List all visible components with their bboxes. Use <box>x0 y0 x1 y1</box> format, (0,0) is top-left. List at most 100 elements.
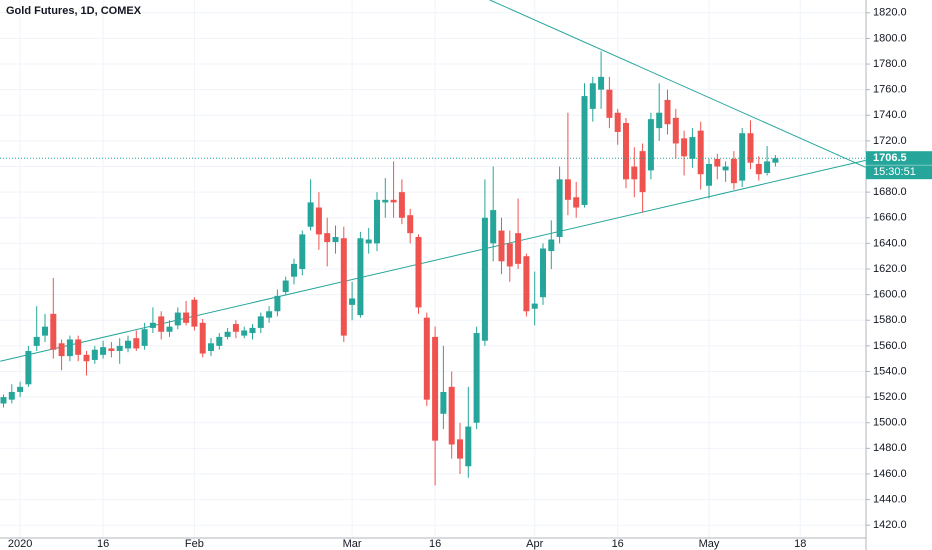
candle-body <box>747 133 754 163</box>
y-tick-label: 1580.0 <box>873 314 907 326</box>
candle-body <box>440 391 447 414</box>
candle-body <box>241 330 248 336</box>
candle-body <box>25 350 32 385</box>
y-tick-label: 1620.0 <box>873 263 907 275</box>
candle-body <box>332 236 339 243</box>
candle-body <box>66 339 73 357</box>
candle-body <box>432 336 439 441</box>
plot <box>0 0 867 486</box>
candle-body <box>681 138 688 157</box>
candle-body <box>382 199 389 203</box>
x-tick-label: 16 <box>97 538 109 550</box>
candle-body <box>697 130 704 175</box>
candle-body <box>689 137 696 159</box>
x-tick-label: 16 <box>612 538 624 550</box>
candle-body <box>664 99 671 125</box>
candle-body <box>473 333 480 423</box>
y-tick-label: 1680.0 <box>873 186 907 198</box>
candle-body <box>706 163 712 186</box>
candle-body <box>548 239 555 252</box>
candle-body <box>257 316 264 328</box>
candle-body <box>423 317 430 400</box>
candle-body <box>116 345 123 351</box>
candle-body <box>755 163 762 175</box>
candle-body <box>407 215 414 234</box>
candle-body <box>490 210 497 244</box>
x-tick-label: Apr <box>526 538 543 550</box>
x-tick-label: Feb <box>185 538 204 550</box>
candle-body <box>531 303 538 309</box>
candle-body <box>199 322 206 354</box>
trendline <box>489 0 867 169</box>
y-tick-label: 1520.0 <box>873 391 907 403</box>
candle-body <box>523 256 530 312</box>
candle-body <box>465 426 472 467</box>
candle-body <box>415 236 422 308</box>
candle-body <box>398 192 405 218</box>
candle-body <box>282 280 289 293</box>
candle-body <box>647 119 654 171</box>
candle-body <box>100 347 107 355</box>
candle-body <box>515 233 522 264</box>
y-tick-label: 1760.0 <box>873 84 907 96</box>
candle-body <box>141 329 148 346</box>
candle-body <box>623 122 629 180</box>
y-tick-label: 1480.0 <box>873 442 907 454</box>
candle-body <box>91 349 98 360</box>
candle-body <box>299 234 306 269</box>
candle-body <box>672 117 679 144</box>
candle-body <box>58 343 65 357</box>
x-tick-label: 2020 <box>8 538 32 550</box>
y-tick-label: 1780.0 <box>873 58 907 70</box>
candle-body <box>324 233 331 243</box>
candle-body <box>448 386 455 445</box>
candle-body <box>224 331 231 337</box>
candle-body <box>390 199 397 203</box>
candle-body <box>614 112 621 132</box>
candle-body <box>75 339 82 355</box>
candle-body <box>158 316 165 332</box>
candle-body <box>166 326 173 332</box>
y-tick-label: 1660.0 <box>873 212 907 224</box>
candle-body <box>232 324 239 332</box>
candle-body <box>606 89 613 118</box>
y-tick-label: 1500.0 <box>873 417 907 429</box>
candle-body <box>33 336 40 346</box>
x-tick-label: 18 <box>794 538 806 550</box>
candle-body <box>183 312 190 323</box>
y-tick-label: 1720.0 <box>873 135 907 147</box>
candle-body <box>249 327 256 334</box>
candle-body <box>365 239 372 244</box>
candle-body <box>540 248 546 298</box>
candle-body <box>481 217 488 341</box>
candle-body <box>374 199 380 244</box>
candle-body <box>17 386 24 392</box>
countdown-label: 15:30:51 <box>873 166 916 178</box>
candle-body <box>216 336 223 346</box>
candle-body <box>506 243 513 267</box>
candle-body <box>133 338 140 349</box>
candle-body <box>598 76 605 90</box>
x-tick-label: Mar <box>343 538 362 550</box>
y-tick-label: 1460.0 <box>873 468 907 480</box>
candle-body <box>50 313 57 350</box>
candle-body <box>191 299 198 327</box>
candle-body <box>639 151 646 193</box>
y-tick-label: 1640.0 <box>873 237 907 249</box>
candle-body <box>340 238 347 336</box>
candle-body <box>739 133 746 181</box>
y-tick-label: 1540.0 <box>873 365 907 377</box>
candle-body <box>307 202 314 227</box>
candle-body <box>573 197 580 208</box>
candle-body <box>457 439 463 459</box>
candle-body <box>772 158 779 163</box>
candle-body <box>357 238 364 316</box>
y-tick-label: 1600.0 <box>873 289 907 301</box>
candle-body <box>83 354 90 362</box>
candle-body <box>730 158 737 184</box>
candle-body <box>42 326 48 336</box>
last-price-label: 1706.5 <box>873 152 907 164</box>
candle-body <box>291 263 297 277</box>
